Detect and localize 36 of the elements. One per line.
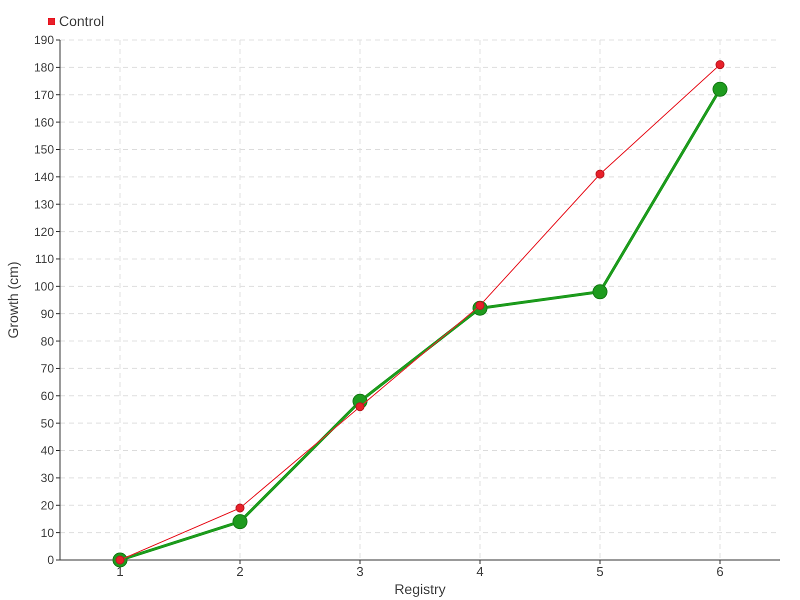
- y-tick-label: 20: [40, 498, 54, 512]
- point: [232, 514, 248, 530]
- x-tick-label: 6: [716, 564, 724, 579]
- y-tick-label: 140: [34, 170, 54, 184]
- point: [712, 82, 728, 97]
- point: [236, 504, 244, 512]
- y-tick-label: 50: [40, 416, 54, 430]
- y-tick-label: 150: [34, 142, 54, 157]
- legend-label: Control: [59, 13, 104, 29]
- point: [356, 402, 364, 412]
- y-tick-label: 160: [34, 115, 54, 130]
- y-tick-label: 30: [40, 471, 54, 486]
- x-tick-label: 3: [356, 564, 364, 579]
- y-tick-label: 70: [40, 362, 54, 376]
- y-tick-label: 100: [34, 280, 54, 294]
- x-tick-label: 5: [596, 564, 604, 579]
- point: [592, 284, 608, 300]
- y-axis-title: Growth (cm): [5, 262, 21, 338]
- y-tick-label: 120: [34, 224, 54, 239]
- x-tick-label: 2: [236, 564, 244, 579]
- y-tick-label: 80: [40, 334, 54, 348]
- y-tick-label: 60: [40, 388, 54, 403]
- y-tick-label: 130: [34, 197, 54, 212]
- y-tick-label: 0: [47, 553, 54, 568]
- y-tick-label: 170: [34, 88, 54, 102]
- y-tick-label: 110: [34, 252, 54, 266]
- x-axis-title: Registry: [394, 581, 446, 597]
- x-tick-label: 4: [476, 564, 484, 579]
- point: [596, 170, 604, 179]
- y-tick-label: 90: [40, 306, 54, 321]
- y-tick-label: 40: [40, 444, 54, 458]
- y-tick-label: 180: [34, 60, 54, 75]
- y-tick-label: 190: [34, 33, 54, 48]
- y-tick-label: 10: [40, 526, 54, 540]
- x-tick-label: 1: [116, 564, 124, 579]
- point: [716, 60, 724, 70]
